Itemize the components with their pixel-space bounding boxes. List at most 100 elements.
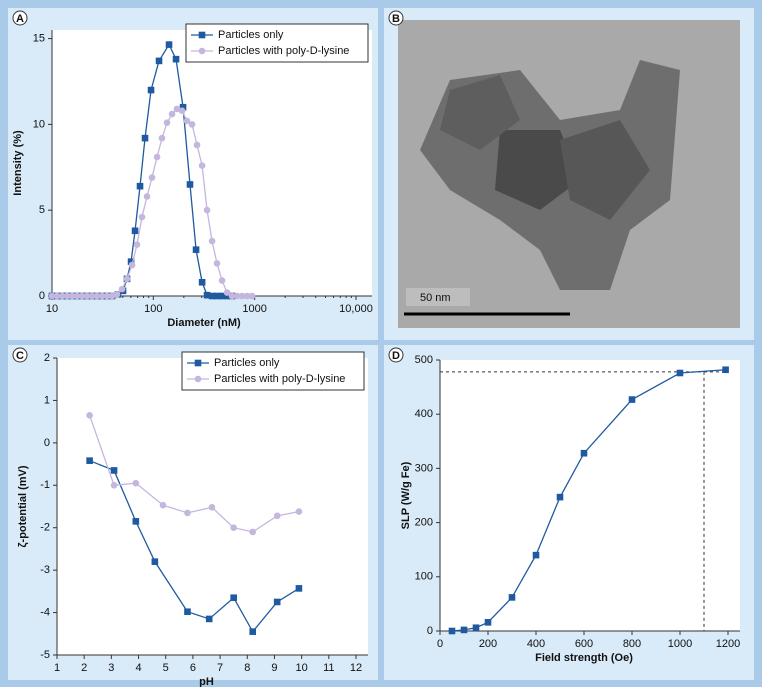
y-tick-label: 0 — [44, 437, 50, 449]
marker — [123, 275, 131, 283]
x-tick-label: 400 — [527, 638, 545, 650]
marker — [103, 292, 111, 300]
marker — [131, 227, 139, 235]
marker — [147, 86, 155, 94]
legend-label: Particles with poly-D-lysine — [214, 373, 345, 385]
y-axis-title: ζ-potential (mV) — [17, 465, 29, 547]
y-tick-label: 400 — [415, 408, 433, 420]
marker — [183, 117, 191, 125]
x-tick-label: 100 — [144, 303, 162, 315]
marker — [83, 292, 91, 300]
marker — [178, 107, 186, 114]
marker — [110, 481, 118, 489]
marker — [243, 292, 251, 300]
marker — [86, 411, 93, 419]
marker — [127, 258, 135, 265]
marker — [98, 292, 106, 300]
marker — [472, 624, 480, 632]
x-tick-label: 2 — [81, 662, 87, 674]
x-tick-label: 600 — [575, 638, 593, 650]
y-axis-title: SLP (W/g Fe) — [400, 461, 412, 529]
x-tick-label: 6 — [190, 662, 196, 674]
marker — [228, 292, 236, 300]
marker — [230, 524, 237, 532]
marker — [205, 615, 213, 623]
panel-badge — [388, 347, 404, 363]
panel-letter: A — [16, 13, 24, 25]
micrograph: 50 nm — [398, 20, 740, 328]
panel-badge — [12, 10, 28, 26]
marker — [218, 292, 226, 300]
panel-badge — [12, 347, 28, 363]
x-tick-label: 200 — [479, 638, 497, 650]
marker — [532, 551, 540, 559]
y-tick-label: 100 — [415, 571, 433, 583]
marker — [194, 359, 202, 367]
marker — [86, 457, 93, 464]
scale-label: 50 nm — [420, 292, 451, 304]
marker — [132, 518, 140, 525]
x-tick-label: 9 — [271, 662, 277, 674]
marker — [484, 619, 492, 626]
marker — [68, 292, 76, 300]
legend-label: Particles only — [218, 29, 284, 41]
marker — [213, 260, 221, 267]
marker — [295, 585, 303, 592]
marker — [184, 509, 191, 517]
y-tick-label: -3 — [40, 564, 50, 576]
x-tick-label: 3 — [108, 662, 114, 674]
marker — [158, 134, 166, 142]
legend-box — [181, 351, 365, 391]
y-tick-label: 0 — [427, 625, 433, 637]
marker — [233, 292, 241, 300]
y-tick-label: -5 — [40, 649, 50, 661]
marker — [218, 277, 226, 284]
marker — [208, 504, 216, 511]
x-tick-label: 0 — [437, 638, 443, 650]
marker — [230, 594, 237, 602]
marker — [58, 292, 66, 300]
marker — [173, 105, 181, 113]
marker — [508, 594, 516, 601]
series-line — [89, 415, 300, 533]
marker — [194, 375, 202, 383]
marker — [88, 292, 96, 300]
series-line — [89, 460, 300, 633]
marker — [138, 213, 146, 221]
marker — [249, 628, 257, 635]
marker — [208, 292, 216, 300]
x-tick-label: 1000 — [668, 638, 692, 650]
marker — [93, 292, 101, 300]
panel-letter: B — [392, 13, 400, 25]
y-tick-label: 1 — [44, 394, 50, 406]
marker — [153, 153, 161, 161]
marker — [110, 467, 118, 474]
x-tick-label: 4 — [135, 662, 141, 674]
marker — [78, 292, 86, 300]
marker — [676, 369, 684, 377]
marker — [198, 278, 206, 286]
marker — [133, 241, 141, 248]
marker — [163, 119, 171, 126]
marker — [238, 292, 246, 300]
marker — [132, 479, 140, 487]
marker — [186, 181, 194, 188]
marker — [148, 174, 156, 181]
marker — [198, 162, 206, 169]
marker — [136, 182, 144, 190]
marker — [248, 292, 256, 300]
y-tick-label: 200 — [415, 517, 433, 529]
marker — [198, 47, 206, 55]
marker — [273, 598, 281, 606]
marker — [193, 141, 201, 149]
x-tick-label: 7 — [217, 662, 223, 674]
y-tick-label: 2 — [44, 352, 50, 364]
panel-letter: D — [392, 350, 400, 362]
x-axis-title: Field strength (Oe) — [535, 652, 633, 664]
marker — [53, 292, 61, 300]
marker — [155, 57, 163, 65]
marker — [188, 121, 196, 128]
marker — [203, 291, 211, 299]
y-tick-label: 10 — [33, 118, 45, 130]
